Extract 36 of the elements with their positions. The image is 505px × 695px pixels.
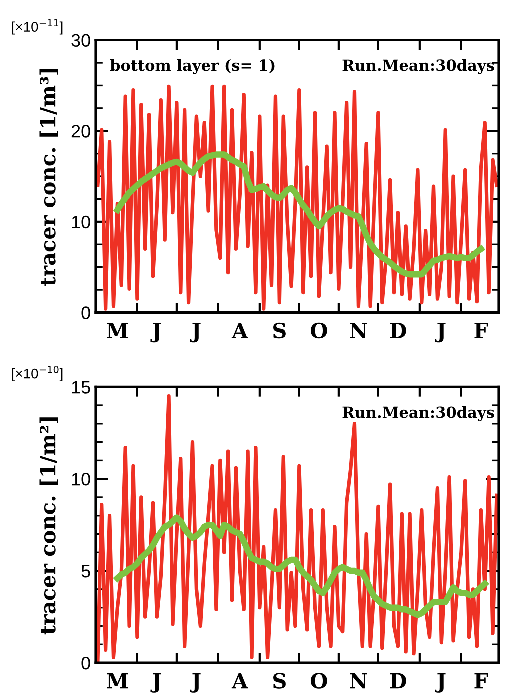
y-tick-label: 5 xyxy=(82,565,90,578)
x-tick-label: J xyxy=(190,323,201,343)
x-tick-label: M xyxy=(107,673,128,689)
x-tick-label: D xyxy=(390,323,406,338)
y-tick-label: 30 xyxy=(72,34,90,48)
line-series xyxy=(96,84,499,311)
y-tick-label: 0 xyxy=(82,656,90,670)
y-axis-title: tracer conc. [1/m²] xyxy=(40,418,58,635)
x-tick-label: F xyxy=(474,323,488,338)
y-tick-label: 10 xyxy=(72,473,90,486)
annotation: bottom layer (s= 1) xyxy=(110,59,275,74)
x-tick-label: A xyxy=(232,673,248,689)
y-axis-title: tracer conc. [1/m³] xyxy=(40,69,58,286)
x-tick-label: N xyxy=(350,673,368,689)
y-tick-label: 15 xyxy=(72,381,90,394)
x-tick-label: J xyxy=(190,673,201,693)
x-tick-label: J xyxy=(435,673,446,693)
x-tick-label: S xyxy=(274,322,286,339)
text: [×10$^{−11}$] xyxy=(12,19,63,35)
x-tick-label: N xyxy=(350,323,368,338)
y-tick-label: 20 xyxy=(72,125,90,138)
x-tick-label: D xyxy=(390,673,406,689)
text: [×10$^{−10}$] xyxy=(12,366,63,382)
annotation: Run.Mean:30days xyxy=(342,59,494,74)
x-tick-label: M xyxy=(107,323,128,338)
x-tick-label: O xyxy=(310,673,328,689)
x-tick-label: S xyxy=(274,673,286,689)
y-tick-label: 10 xyxy=(72,216,90,229)
x-tick-label: O xyxy=(310,322,328,339)
x-tick-label: A xyxy=(232,323,248,338)
y-tick-label: 0 xyxy=(82,306,90,320)
annotation: Run.Mean:30days xyxy=(342,406,494,422)
x-tick-label: J xyxy=(435,323,446,343)
x-tick-label: J xyxy=(150,673,162,693)
x-tick-label: J xyxy=(150,323,162,343)
x-tick-label: F xyxy=(474,673,488,689)
